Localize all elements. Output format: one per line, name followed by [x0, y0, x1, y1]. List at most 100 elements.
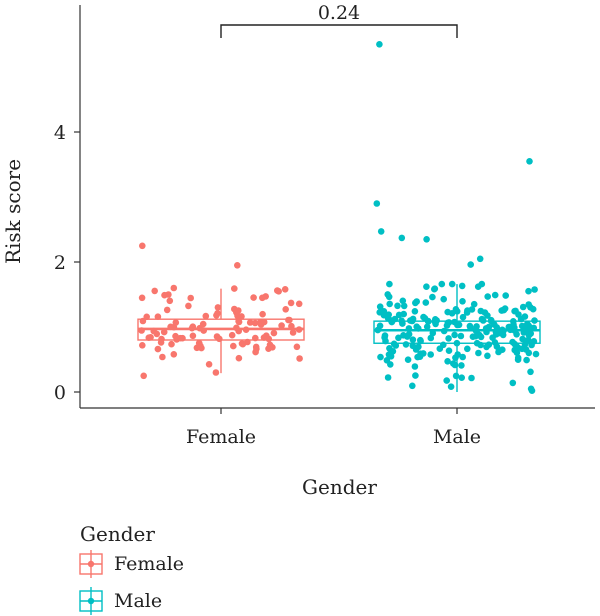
- data-point: [510, 321, 517, 328]
- data-point: [154, 345, 162, 353]
- data-point: [411, 363, 419, 370]
- data-point: [202, 312, 210, 320]
- data-point: [230, 342, 237, 350]
- data-point: [485, 323, 493, 331]
- y-tick-label: 0: [54, 382, 66, 404]
- data-point: [376, 322, 384, 330]
- data-point: [281, 286, 289, 293]
- data-point: [487, 316, 495, 324]
- data-point: [423, 283, 430, 291]
- bracket-line: [220, 24, 458, 38]
- data-point: [484, 352, 491, 360]
- data-point: [443, 377, 451, 384]
- data-point: [527, 304, 534, 311]
- data-point: [452, 354, 459, 362]
- data-point: [514, 354, 522, 362]
- data-point: [422, 299, 430, 306]
- data-point: [513, 349, 521, 357]
- legend-label-female: Female: [114, 553, 184, 575]
- data-point: [491, 291, 499, 299]
- data-point: [511, 340, 518, 348]
- data-point: [415, 343, 422, 351]
- legend-key-male: [79, 587, 103, 615]
- data-point: [483, 343, 490, 351]
- data-point: [143, 313, 150, 321]
- data-point: [238, 340, 246, 347]
- data-point: [464, 345, 471, 353]
- data-point: [384, 374, 392, 381]
- data-point: [160, 328, 168, 336]
- data-point: [445, 335, 452, 342]
- legend-key-female: [79, 550, 103, 578]
- data-point: [400, 302, 408, 310]
- data-point: [417, 350, 424, 358]
- data-point: [515, 311, 522, 318]
- data-point: [509, 379, 517, 387]
- data-point: [166, 297, 174, 305]
- legend: Gender Female Male: [79, 522, 184, 615]
- data-point: [235, 354, 243, 362]
- data-point: [531, 286, 538, 293]
- data-point: [214, 310, 221, 317]
- data-point: [458, 282, 466, 290]
- data-point: [502, 292, 510, 299]
- data-point: [438, 280, 446, 288]
- data-point: [528, 387, 536, 395]
- data-point: [246, 319, 254, 326]
- data-point: [409, 336, 417, 344]
- data-point: [458, 362, 465, 369]
- data-point: [381, 332, 389, 339]
- data-point: [275, 288, 283, 295]
- data-point: [459, 298, 466, 305]
- data-point: [499, 346, 506, 354]
- data-point: [444, 358, 451, 365]
- y-axis-title: Risk score: [1, 159, 25, 264]
- data-point: [463, 309, 471, 316]
- x-tick-label: Female: [186, 426, 256, 448]
- data-point: [228, 331, 236, 339]
- data-point: [429, 293, 436, 301]
- data-point: [481, 309, 489, 316]
- data-point: [214, 304, 222, 311]
- data-point: [234, 262, 241, 269]
- data-point: [386, 345, 393, 352]
- data-point: [296, 355, 303, 362]
- data-point: [440, 341, 447, 349]
- data-point: [250, 294, 257, 301]
- data-point: [251, 319, 259, 327]
- data-point: [417, 336, 424, 344]
- data-point: [252, 343, 260, 351]
- data-point: [189, 332, 197, 340]
- data-point: [452, 306, 460, 313]
- data-point: [199, 320, 207, 328]
- data-point: [386, 300, 394, 308]
- boxes: [137, 284, 541, 392]
- data-point: [468, 306, 476, 313]
- data-point: [532, 350, 540, 358]
- data-point: [168, 340, 175, 348]
- data-point: [172, 332, 179, 340]
- data-point: [524, 321, 531, 328]
- data-point: [440, 295, 448, 303]
- data-point: [499, 331, 507, 339]
- data-point: [170, 351, 178, 358]
- legend-dot-female: [87, 560, 95, 568]
- data-point: [376, 309, 384, 316]
- data-point: [489, 334, 496, 342]
- data-point: [139, 342, 146, 349]
- data-point: [475, 349, 482, 357]
- data-point: [457, 332, 465, 340]
- data-point: [523, 356, 530, 364]
- data-point: [473, 323, 480, 330]
- data-point: [377, 353, 384, 361]
- data-point: [427, 334, 435, 342]
- data-point: [185, 302, 192, 310]
- data-point: [289, 329, 297, 336]
- box-iqr: [373, 320, 541, 344]
- ticks: 0 2 4 Female Male: [54, 122, 481, 448]
- data-point: [459, 313, 467, 321]
- data-point: [526, 158, 533, 165]
- data-point: [158, 335, 165, 343]
- data-point: [205, 361, 213, 368]
